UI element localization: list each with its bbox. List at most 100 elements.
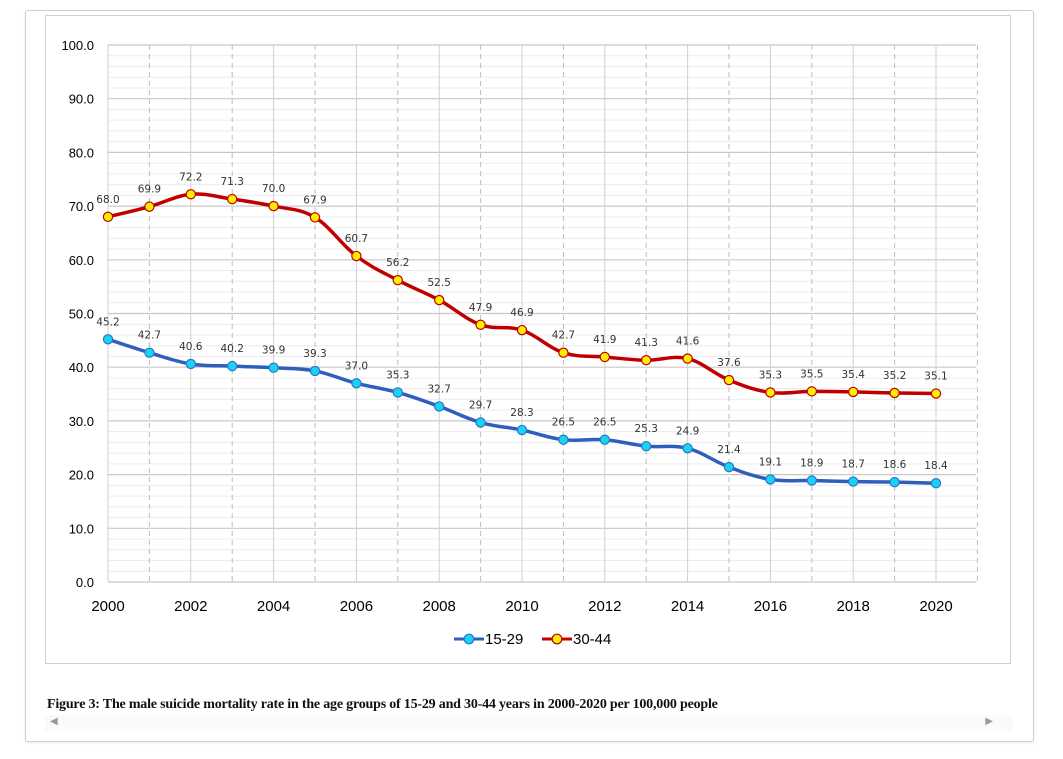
data-label: 19.1 (759, 456, 782, 468)
data-point-marker (434, 401, 445, 412)
data-point-marker (930, 388, 942, 399)
data-label: 32.7 (428, 383, 451, 395)
data-label: 52.5 (428, 277, 451, 289)
data-point-marker (848, 476, 859, 487)
data-point-marker (226, 193, 238, 205)
data-point-marker (102, 211, 114, 223)
data-point-marker (516, 324, 528, 336)
y-tick-label: 60.0 (69, 253, 94, 268)
data-label: 39.9 (262, 345, 285, 357)
legend-item-15-29: 15-29 (454, 631, 523, 648)
data-point-marker (723, 374, 735, 386)
data-point-marker (765, 387, 776, 398)
data-point-marker (848, 386, 859, 398)
data-point-marker (682, 353, 693, 364)
data-label: 24.9 (676, 425, 699, 437)
data-point-marker (475, 417, 486, 428)
chart-area: 0.0 10.0 20.0 30.0 40.0 50.0 60.0 70.0 80.0 90.0 1… (45, 15, 1011, 664)
x-tick-label: 2000 (91, 598, 124, 615)
x-tick-label: 2016 (754, 598, 787, 615)
data-point-marker (185, 358, 196, 370)
data-label: 35.1 (924, 371, 947, 383)
grid (107, 44, 978, 583)
data-point-marker (144, 201, 155, 212)
data-label: 46.9 (510, 307, 533, 319)
data-label: 37.6 (717, 357, 741, 369)
data-label: 28.3 (510, 407, 533, 419)
data-point-marker (682, 443, 693, 454)
data-point-marker (475, 319, 486, 330)
data-point-marker (309, 365, 321, 377)
data-label: 69.9 (138, 184, 161, 196)
data-point-marker (185, 189, 196, 200)
data-point-marker (723, 461, 735, 473)
x-tick-label: 2014 (671, 598, 704, 615)
data-label: 60.7 (345, 233, 368, 245)
data-label: 37.0 (345, 360, 368, 372)
data-label: 35.2 (883, 370, 906, 382)
x-tick-label: 2012 (588, 598, 621, 615)
data-label: 40.2 (221, 343, 244, 355)
y-tick-label: 90.0 (69, 92, 94, 107)
y-tick-label: 80.0 (69, 145, 94, 160)
legend-item-30-44: 30-44 (542, 631, 611, 648)
data-point-marker (268, 200, 279, 212)
horizontal-scrollbar[interactable]: ◀ ▶ (45, 715, 1013, 731)
data-label: 21.4 (717, 444, 741, 456)
y-tick-label: 10.0 (69, 521, 94, 536)
figure-caption: Figure 3: The male suicide mortality rat… (47, 697, 718, 712)
data-label: 35.4 (842, 369, 866, 381)
scroll-left-arrow-icon[interactable]: ◀ (50, 716, 58, 727)
data-point-marker (558, 434, 569, 445)
y-tick-label: 70.0 (69, 199, 94, 214)
data-point-marker (226, 360, 238, 372)
data-point-marker (268, 362, 279, 373)
data-point-marker (641, 440, 652, 452)
data-point-marker (806, 475, 818, 486)
y-tick-label: 20.0 (69, 468, 94, 483)
line-chart: 0.0 10.0 20.0 30.0 40.0 50.0 60.0 70.0 80.0 90.0 1… (61, 38, 978, 648)
x-tick-label: 2004 (257, 598, 290, 615)
data-label: 71.3 (221, 176, 244, 188)
x-tick-label: 2006 (340, 598, 373, 615)
series-30-44: 68.0 69.9 72.2 71.3 70.0 67.9 60.7 56.2 52.5 47.9… (96, 171, 948, 399)
data-label: 25.3 (635, 423, 658, 435)
data-label: 47.9 (469, 302, 492, 314)
data-label: 42.7 (552, 330, 575, 342)
data-point-marker (309, 212, 321, 223)
series: 45.2 42.7 40.6 40.2 39.9 39.3 37.0 35.3 32.7 29.7… (96, 171, 948, 489)
data-label: 18.9 (800, 458, 823, 470)
data-label: 41.9 (593, 334, 616, 346)
data-point-marker (765, 474, 776, 485)
data-point-marker (434, 294, 445, 306)
data-point-marker (516, 424, 528, 436)
data-label: 35.3 (759, 369, 782, 381)
data-point-marker (102, 334, 114, 345)
legend-label: 15-29 (485, 631, 523, 648)
x-axis-ticks: 2000 2002 2004 2006 2008 2010 2012 2014 2016 2018… (91, 598, 952, 615)
data-point-marker (558, 347, 569, 358)
x-tick-label: 2018 (837, 598, 870, 615)
data-point-marker (641, 355, 652, 366)
data-label: 42.7 (138, 330, 161, 342)
scroll-right-arrow-icon[interactable]: ▶ (985, 716, 993, 727)
y-tick-label: 40.0 (69, 360, 94, 375)
data-label: 18.4 (924, 460, 948, 472)
data-label: 26.5 (593, 417, 616, 429)
legend-marker (551, 633, 563, 645)
data-label: 45.2 (96, 316, 119, 328)
data-point-marker (930, 477, 942, 489)
data-point-marker (392, 387, 403, 398)
data-label: 41.6 (676, 336, 700, 348)
y-tick-label: 0.0 (76, 575, 94, 590)
y-tick-label: 100.0 (61, 38, 94, 53)
data-label: 56.2 (386, 257, 409, 269)
data-label: 72.2 (179, 171, 202, 183)
data-point-marker (889, 476, 900, 488)
legend: 15-29 30-44 (454, 631, 611, 648)
x-tick-label: 2002 (174, 598, 207, 615)
data-label: 35.3 (386, 369, 409, 381)
y-tick-label: 30.0 (69, 414, 94, 429)
x-tick-label: 2008 (423, 598, 456, 615)
data-label: 18.6 (883, 459, 907, 471)
